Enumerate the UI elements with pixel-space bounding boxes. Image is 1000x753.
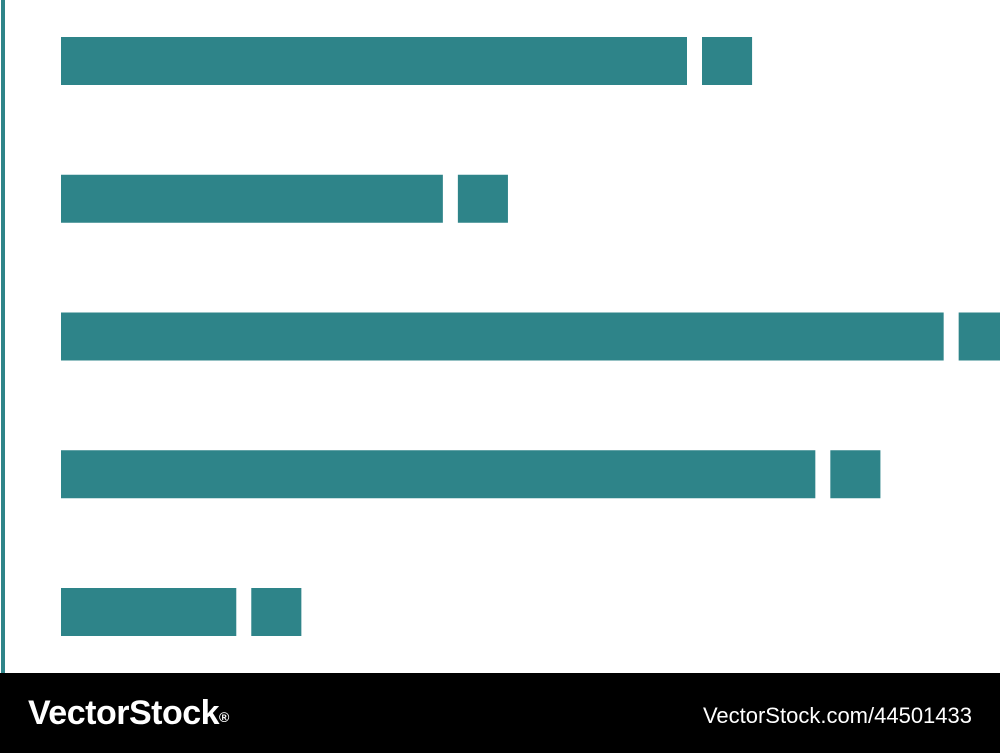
- vectorstock-logo: VectorStock®: [28, 693, 229, 733]
- bar-chart: [1, 0, 1000, 673]
- image-id-text: VectorStock.com/44501433: [702, 703, 972, 728]
- bar-3-segment-2: [958, 312, 1000, 361]
- bar-2-segment-2: [457, 174, 508, 223]
- bar-1-segment-1: [61, 37, 687, 85]
- bar-3-segment-1: [61, 312, 944, 361]
- bar-5-segment-1: [61, 588, 237, 636]
- bar-group: [61, 37, 1000, 636]
- bar-1-segment-2: [702, 37, 753, 85]
- watermark-footer: VectorStock® VectorStock.com/44501433: [0, 673, 1000, 753]
- brand-name: VectorStock: [28, 694, 220, 732]
- bar-2-segment-1: [61, 174, 443, 223]
- brand-mark: ®: [219, 709, 229, 725]
- bar-4-segment-2: [830, 450, 881, 499]
- bar-4-segment-1: [61, 450, 816, 499]
- bar-5-segment-2: [251, 588, 302, 636]
